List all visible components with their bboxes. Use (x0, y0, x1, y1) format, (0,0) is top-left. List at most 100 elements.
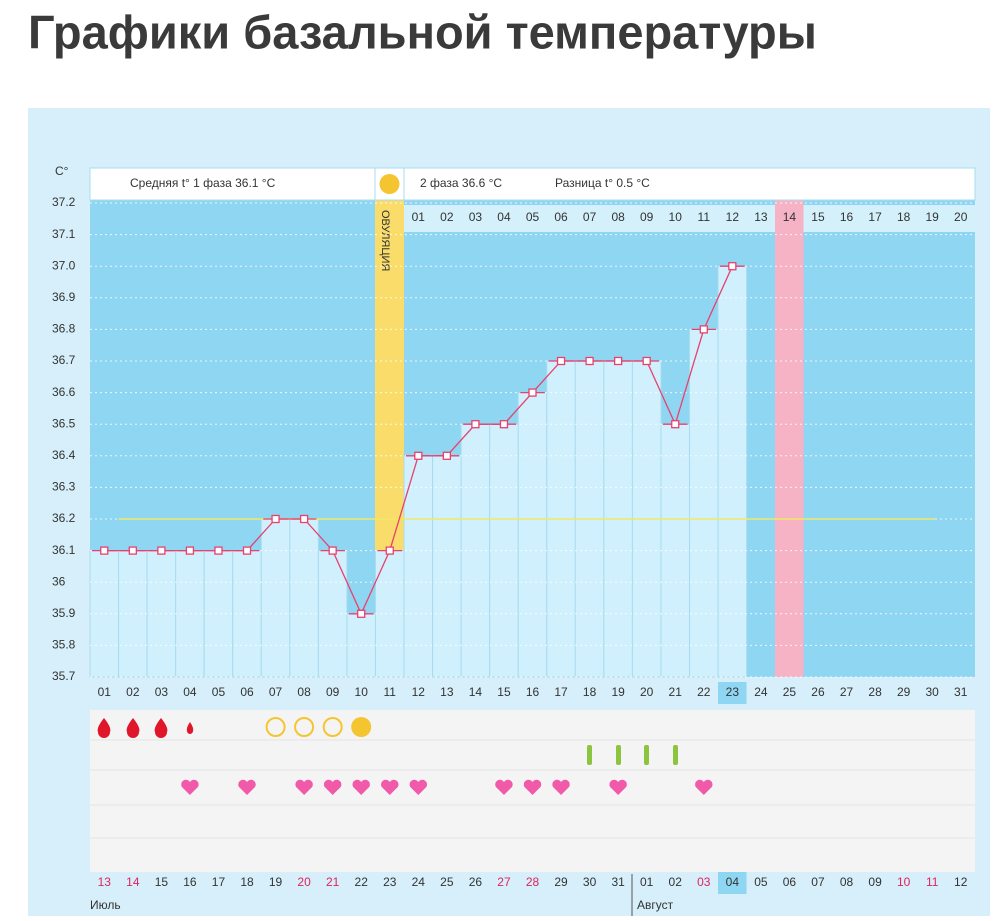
x-tick-label: 09 (326, 685, 340, 699)
drops (97, 718, 194, 738)
y-tick-label: 36.2 (52, 511, 76, 525)
x-tick-label: 28 (868, 685, 882, 699)
cycle-day-label: 10 (669, 210, 683, 224)
page-title: Графики базальной температуры (28, 5, 817, 58)
point (585, 356, 594, 366)
cycle-day-label: 17 (868, 210, 882, 224)
point (642, 356, 651, 366)
x-tick-label: 11 (384, 685, 397, 699)
y-tick-label: 36.5 (52, 416, 76, 430)
y-tick-label: 36.1 (52, 543, 76, 557)
date-label: 04 (726, 875, 740, 889)
header-bar (89, 167, 976, 201)
x-tick-label: 05 (212, 685, 226, 699)
y-tick-label: 35.7 (52, 669, 76, 683)
heart (323, 779, 342, 795)
day-bar (432, 455, 462, 678)
x-tick-label: 23 (726, 685, 740, 699)
point (699, 325, 708, 334)
date-label: 17 (212, 875, 226, 889)
day-bar (374, 550, 405, 678)
x-tick-label: 25 (783, 685, 797, 699)
y-tick-label: 36.6 (52, 385, 76, 399)
date-label: 18 (240, 875, 254, 889)
point (499, 420, 509, 429)
heart (295, 779, 313, 795)
x-tick-label: 27 (840, 685, 854, 699)
x-tick-label: 17 (554, 685, 568, 699)
y-tick-label: 36.9 (52, 290, 76, 304)
x-tick-label: 18 (583, 685, 597, 699)
day-bar (260, 518, 291, 678)
point (242, 546, 252, 555)
cycle-day-label: 09 (640, 210, 654, 224)
day-bar (203, 550, 234, 678)
cycle-day-label: 07 (583, 210, 597, 224)
cycle-day-label: 01 (412, 210, 426, 224)
day-bar (175, 550, 205, 678)
date-label: 09 (868, 875, 882, 889)
point (328, 546, 337, 555)
phase1-text: Средняя t° 1 фаза 36.1 °C (130, 176, 276, 190)
heart (181, 779, 199, 795)
x-tick-label: 26 (811, 685, 825, 699)
date-label: 29 (554, 875, 568, 889)
date-label: 14 (126, 875, 140, 889)
heart (238, 779, 256, 795)
date-label: 08 (840, 875, 854, 889)
date-label: 20 (297, 875, 311, 889)
date-label: 24 (412, 875, 426, 889)
phase2-text: 2 фаза 36.6 °C (420, 176, 502, 190)
date-label: 23 (383, 875, 397, 889)
heart (695, 779, 713, 795)
point (528, 388, 537, 397)
point (728, 262, 737, 271)
day-bar (689, 328, 719, 678)
point (100, 546, 109, 555)
cycle-day-label: 02 (440, 210, 454, 224)
month-label: Июль (90, 898, 121, 912)
x-tick-label: 21 (669, 685, 683, 699)
y-tick-label: 36 (52, 574, 66, 588)
y-tick-label: 37.2 (52, 195, 76, 209)
date-label: 12 (954, 875, 968, 889)
green-marks (587, 745, 678, 765)
x-tick-label: 02 (126, 685, 140, 699)
day-bar (118, 550, 148, 678)
cycle-day-label: 05 (526, 210, 540, 224)
y-tick-label: 36.8 (52, 322, 76, 336)
point (157, 546, 166, 555)
x-tick-label: 01 (98, 685, 112, 699)
x-tick-label: 12 (412, 685, 426, 699)
x-tick-label: 16 (526, 685, 540, 699)
date-highlight (718, 872, 747, 894)
y-tick-label: 35.8 (52, 638, 76, 652)
date-label: 06 (783, 875, 797, 889)
point (185, 546, 195, 555)
heart (352, 779, 370, 795)
cycle-day-label: 13 (754, 210, 768, 224)
x-tick-label: 31 (954, 685, 968, 699)
point (613, 356, 623, 366)
date-label: 11 (926, 875, 939, 889)
today-highlight (718, 682, 747, 704)
date-label: 03 (697, 875, 711, 889)
y-tick-label: 36.7 (52, 353, 76, 367)
point (556, 356, 566, 366)
y-tick-label: 37.0 (52, 258, 76, 272)
date-label: 02 (669, 875, 683, 889)
date-label: 26 (469, 875, 483, 889)
heart (552, 779, 570, 795)
x-tick-label: 06 (240, 685, 254, 699)
cycle-day-label: 15 (811, 210, 825, 224)
symbols-grid (90, 739, 975, 839)
day-bar (717, 265, 748, 678)
point (299, 514, 309, 524)
x-tick-label: 30 (925, 685, 939, 699)
point (128, 546, 137, 555)
x-tick-label: 04 (183, 685, 197, 699)
x-tick-label: 22 (697, 685, 711, 699)
date-label: 05 (754, 875, 768, 889)
